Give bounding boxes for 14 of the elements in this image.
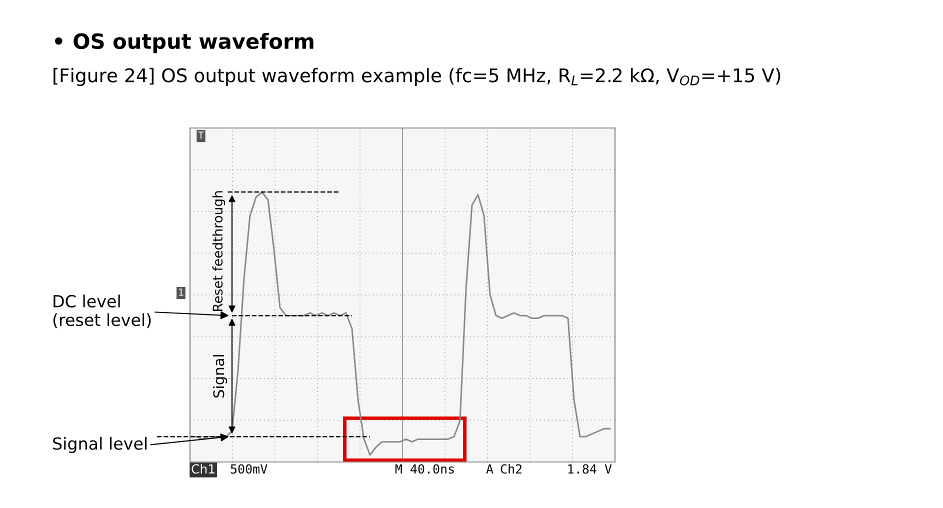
chart-subtitle: [Figure 24] OS output waveform example (fc=5 MHz, R$_{L}$=2.2 kΩ, V$_{OD}$=+15 V) [54, 68, 780, 86]
text: A [486, 464, 494, 474]
text: DC level (reset level) [53, 294, 151, 328]
text: Signal level [53, 436, 147, 454]
annotation: Signal [212, 355, 228, 398]
text: Ch1 [192, 464, 214, 474]
text: 500mV [230, 464, 268, 474]
text: 1 [178, 288, 184, 296]
text: Ch2 [500, 464, 522, 474]
annotation: Reset feedthrough [212, 191, 226, 311]
text: T [198, 132, 204, 139]
chart-title: • OS output waveform [55, 32, 314, 54]
text: 1.84 V [568, 464, 612, 474]
text: M 40.0ns [395, 464, 454, 474]
